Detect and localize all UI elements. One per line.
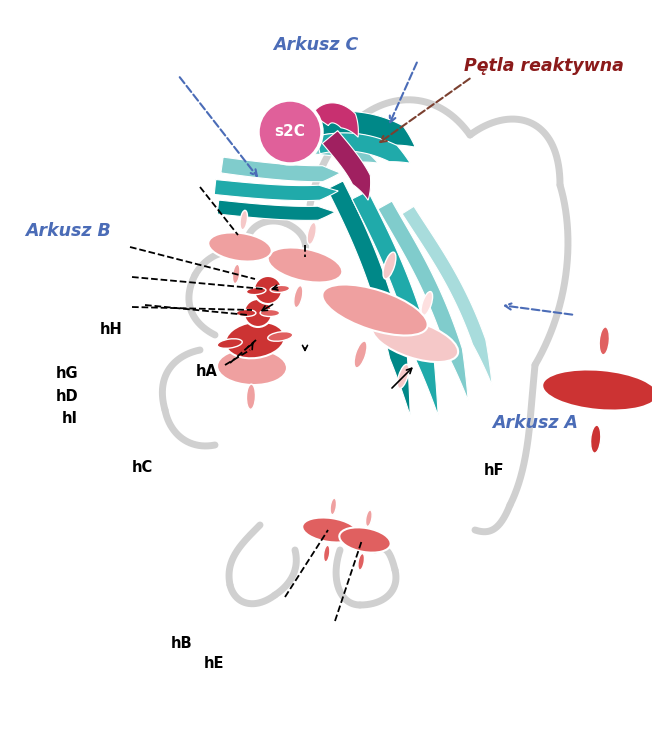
Ellipse shape [254,276,282,304]
Text: hG: hG [55,367,78,381]
Ellipse shape [591,425,601,453]
Text: Arkusz B: Arkusz B [25,222,111,240]
Ellipse shape [383,252,396,279]
Text: hF: hF [484,463,504,478]
Text: Arkusz A: Arkusz A [492,414,578,432]
Ellipse shape [246,384,256,409]
Text: Arkusz C: Arkusz C [274,36,359,54]
Polygon shape [378,201,468,400]
Ellipse shape [398,364,409,388]
Ellipse shape [270,285,289,293]
Ellipse shape [421,291,433,316]
Text: hI: hI [62,411,78,426]
Polygon shape [221,157,340,182]
Ellipse shape [366,510,372,527]
Ellipse shape [542,370,652,410]
Text: s2C: s2C [274,124,305,139]
Ellipse shape [236,309,256,317]
Text: Pętla reaktywna: Pętla reaktywna [464,57,625,74]
Polygon shape [313,111,415,147]
Polygon shape [217,200,335,221]
Ellipse shape [246,288,266,294]
Text: hC: hC [132,460,153,475]
Ellipse shape [260,309,280,317]
Ellipse shape [339,527,391,553]
Ellipse shape [294,285,303,308]
Ellipse shape [217,349,287,385]
Ellipse shape [599,327,610,355]
Ellipse shape [217,339,243,349]
Ellipse shape [323,545,330,562]
Polygon shape [352,191,438,415]
Ellipse shape [240,210,248,229]
Ellipse shape [303,518,358,542]
Text: hA: hA [196,364,218,378]
Ellipse shape [244,299,272,327]
Ellipse shape [307,223,316,244]
Polygon shape [327,181,410,415]
Polygon shape [316,133,410,163]
Polygon shape [312,103,359,137]
Polygon shape [280,139,378,163]
Ellipse shape [358,554,364,570]
Polygon shape [322,130,370,200]
Ellipse shape [208,232,272,261]
Text: hH: hH [100,322,123,337]
Ellipse shape [354,341,367,368]
Ellipse shape [225,322,285,358]
Ellipse shape [322,285,428,335]
Text: hD: hD [55,389,78,404]
Ellipse shape [268,247,342,282]
Ellipse shape [372,318,458,362]
Ellipse shape [248,325,258,350]
Ellipse shape [330,498,336,515]
Polygon shape [215,180,338,200]
Circle shape [258,100,322,164]
Text: hB: hB [170,636,192,651]
Ellipse shape [268,332,293,341]
Text: hE: hE [203,656,224,670]
Polygon shape [402,206,492,385]
Ellipse shape [233,264,240,284]
